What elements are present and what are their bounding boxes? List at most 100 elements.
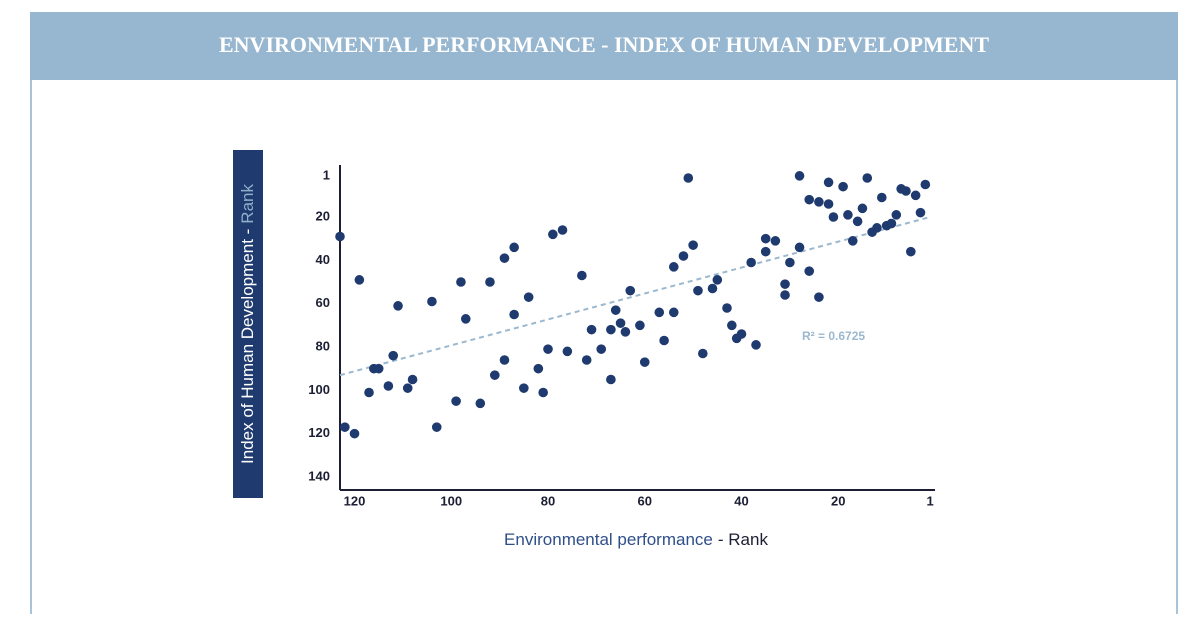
scatter-point [886,218,897,229]
x-tick-label: 80 [541,493,555,508]
scatter-point [727,320,737,331]
x-tick-label: 1 [927,493,934,508]
chart-title: ENVIRONMENTAL PERFORMANCE - INDEX OF HUM… [219,32,989,57]
scatter-point [456,277,466,287]
scatter-point [814,292,824,302]
scatter-point [678,251,689,261]
scatter-point [581,355,592,365]
scatter-point [548,229,558,240]
scatter-point [340,422,350,432]
scatter-point [804,266,815,276]
scatter-point [393,301,403,311]
scatter-point [770,236,781,246]
scatter-point [509,309,519,320]
scatter-point [736,329,747,339]
scatter-point [915,207,926,218]
scatter-point [746,257,756,268]
scatter-point [838,181,848,192]
y-tick-label: 60 [316,295,330,310]
scatter-point [804,194,815,205]
x-label-main: Environmental performance [504,530,713,549]
scatter-point [489,370,500,380]
scatter-point [509,242,519,253]
scatter-point [794,171,805,181]
x-tick-label: 60 [638,493,652,508]
scatter-point [901,186,911,196]
y-label-box [233,150,263,498]
scatter-point [335,231,345,242]
scatter-point [485,277,495,287]
scatter-point [606,374,616,385]
scatter-point [577,270,587,281]
scatter-point [519,383,529,393]
scatter-point [780,279,790,289]
scatter-point [586,324,597,335]
scatter-point [499,355,510,365]
scatter-point [814,197,824,207]
scatter-point [794,242,805,253]
scatter-point [760,246,771,257]
scatter-point [427,296,437,307]
scatter-point [751,340,761,350]
x-tick-label: 20 [831,493,845,508]
scatter-point [688,240,698,250]
scatter-point [785,257,795,268]
scatter-point [780,290,790,300]
y-tick-label: 80 [316,338,330,353]
y-label-main: Index of Human Development - [238,229,257,464]
scatter-point [654,307,665,318]
scatter-point [364,387,374,398]
scatter-point [668,262,679,272]
y-tick-label: 40 [316,252,330,267]
scatter-point [639,357,650,367]
y-tick-label: 1 [323,167,330,182]
scatter-point [402,383,413,393]
scatter-point [857,203,868,214]
scatter-point [533,363,544,374]
scatter-point [349,428,360,439]
y-tick-label: 140 [308,468,330,483]
scatter-point [659,335,669,346]
scatter-point [843,210,853,220]
scatter-point [847,236,858,246]
scatter-point [635,320,645,331]
scatter-point [615,318,626,328]
scatter-point [668,307,679,318]
scatter-point [625,285,636,296]
scatter-point [562,346,573,357]
trend-line [339,216,931,377]
r-squared-label: R² = 0.6725 [802,329,865,343]
scatter-point [823,199,834,209]
scatter-point [828,212,839,222]
scatter-point [460,314,471,324]
x-label-accent: - Rank [718,530,769,549]
scatter-point [431,422,442,432]
y-tick-label: 120 [308,425,330,440]
scatter-point [891,210,902,220]
scatter-point [538,387,548,398]
scatter-point [620,327,631,337]
y-label-accent: Rank [238,184,257,224]
scatter-point [407,374,418,385]
scatter-point [910,190,921,201]
scatter-point [383,381,394,391]
y-tick-label: 100 [308,382,330,397]
scatter-point [693,285,703,296]
x-tick-label: 40 [734,493,748,508]
scatter-point [920,179,931,190]
y-axis-label: Index of Human Development - Rank [238,184,257,464]
scatter-point [722,303,732,313]
scatter-point [373,363,384,374]
scatter-point [475,398,486,409]
scatter-point [760,233,771,244]
scatter-point [823,177,834,188]
scatter-point [606,324,616,335]
scatter-point [354,275,365,285]
scatter-point [499,253,510,263]
scatter-point [596,344,607,354]
scatter-point [683,173,694,183]
x-tick-label: 100 [440,493,462,508]
scatter-point [523,292,534,302]
scatter-point [876,192,887,203]
